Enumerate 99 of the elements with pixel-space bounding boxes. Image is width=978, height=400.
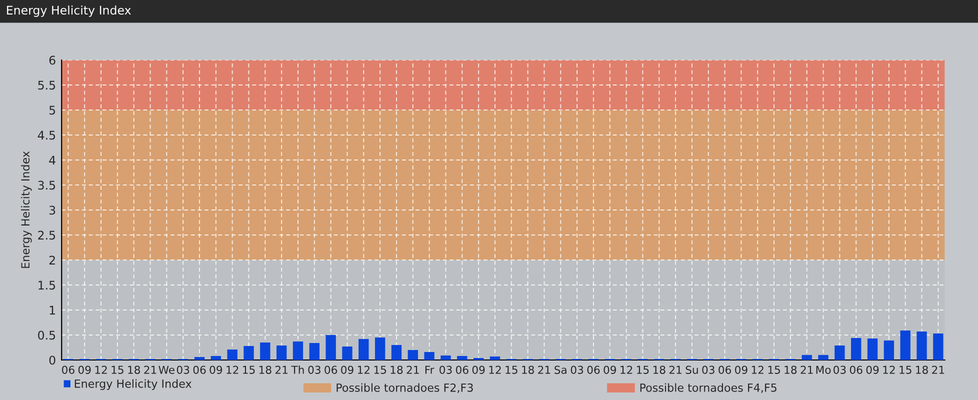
- bar: [326, 335, 336, 360]
- x-tick-label: 09: [78, 366, 91, 374]
- x-tick-label: 18: [128, 366, 140, 374]
- x-tick-label: 09: [604, 366, 616, 374]
- x-tick-label: 21: [538, 366, 550, 374]
- x-tick-label: 12: [883, 366, 895, 374]
- x-tick-label: 18: [390, 366, 403, 374]
- x-tick-label: Th: [291, 366, 304, 374]
- bar: [374, 338, 386, 360]
- legend-label: Possible tornadoes F2,F3: [336, 383, 473, 393]
- x-tick-label: 12: [358, 366, 370, 374]
- x-tick-label: 03: [176, 366, 190, 374]
- x-tick-label: 18: [916, 366, 928, 374]
- x-tick-label: 15: [900, 366, 912, 374]
- bar: [227, 350, 238, 360]
- x-tick-label: 12: [489, 366, 501, 374]
- x-tick-label: 21: [406, 366, 419, 374]
- bar: [244, 346, 254, 360]
- y-tick-label: 4: [49, 156, 56, 164]
- y-tick-label: 2: [49, 256, 55, 264]
- x-tick-label: Su: [686, 366, 698, 374]
- y-tick-label: 5: [49, 106, 56, 115]
- y-axis-title: Energy Helicity Index: [20, 151, 32, 268]
- x-tick-label: 15: [637, 366, 649, 374]
- x-tick-label: 15: [112, 366, 124, 374]
- bar: [391, 345, 402, 360]
- bar: [276, 346, 287, 360]
- x-tick-label: 09: [472, 366, 485, 374]
- bar: [194, 357, 205, 360]
- bar: [292, 342, 304, 360]
- bar: [260, 342, 270, 360]
- legend-label: Energy Helicity Index: [74, 379, 192, 390]
- x-tick-label: 03: [308, 366, 320, 374]
- x-tick-label: 03: [702, 366, 714, 374]
- bar: [490, 356, 500, 360]
- bar: [358, 339, 369, 360]
- x-tick-label: We: [158, 366, 174, 374]
- bar: [210, 356, 222, 360]
- x-tick-label: 06: [587, 366, 600, 374]
- x-tick-label: 18: [653, 366, 666, 374]
- x-tick-label: 03: [570, 366, 584, 374]
- y-tick-label: 1.5: [38, 280, 56, 290]
- bar: [802, 355, 812, 360]
- x-tick-label: 06: [62, 366, 74, 374]
- x-tick-label: 03: [440, 366, 452, 374]
- x-tick-label: 09: [866, 366, 879, 374]
- x-tick-label: 12: [95, 366, 107, 374]
- y-tick-label: 3: [49, 206, 56, 215]
- x-tick-label: 09: [735, 366, 748, 374]
- x-tick-label: 06: [718, 366, 731, 374]
- y-tick-label: 0: [49, 356, 56, 365]
- bar: [818, 355, 828, 360]
- x-tick-label: 18: [784, 366, 797, 374]
- bar: [440, 356, 451, 360]
- bar: [900, 330, 910, 360]
- x-tick-label: Fr: [425, 366, 434, 374]
- bar: [851, 338, 862, 360]
- bar: [933, 334, 944, 360]
- x-tick-label: 15: [506, 366, 518, 374]
- bar: [457, 356, 468, 360]
- chart-title: Energy Helicity Index: [7, 5, 131, 17]
- x-tick-label: 21: [669, 366, 682, 374]
- y-tick-label: 3.5: [38, 180, 56, 190]
- bar: [916, 332, 927, 360]
- bar: [408, 350, 418, 360]
- x-tick-label: 12: [752, 366, 764, 374]
- x-tick-label: 15: [374, 366, 386, 374]
- y-tick-label: 4.5: [38, 130, 56, 140]
- bar: [867, 338, 878, 360]
- x-tick-label: 18: [259, 366, 272, 374]
- y-tick-label: 0.5: [38, 330, 56, 340]
- x-tick-label: 21: [800, 366, 813, 374]
- x-tick-label: 06: [456, 366, 468, 374]
- x-tick-label: 18: [522, 366, 534, 374]
- x-tick-label: 03: [834, 366, 846, 374]
- x-tick-label: 15: [243, 366, 255, 374]
- y-tick-label: 2.5: [38, 230, 56, 240]
- bar: [424, 352, 434, 360]
- x-tick-label: 09: [210, 366, 222, 374]
- x-tick-label: 06: [324, 366, 338, 374]
- y-tick-label: 1: [50, 306, 55, 314]
- legend-label: Possible tornadoes F4,F5: [640, 383, 776, 393]
- x-tick-label: 06: [193, 366, 206, 374]
- x-tick-label: 21: [275, 366, 288, 374]
- x-tick-label: 15: [768, 366, 780, 374]
- bar: [309, 343, 320, 360]
- x-tick-label: 21: [144, 366, 156, 374]
- x-tick-label: 21: [932, 366, 944, 374]
- x-tick-label: 12: [226, 366, 238, 374]
- bar: [884, 340, 894, 360]
- bar: [834, 346, 845, 360]
- bar: [342, 346, 352, 360]
- x-tick-label: 09: [341, 366, 354, 374]
- x-tick-label: Sa: [554, 366, 566, 374]
- x-tick-label: 06: [850, 366, 862, 374]
- y-tick-label: 5.5: [38, 80, 56, 90]
- y-tick-label: 6: [49, 56, 56, 65]
- x-tick-label: Mo: [816, 366, 831, 374]
- x-tick-label: 12: [620, 366, 632, 374]
